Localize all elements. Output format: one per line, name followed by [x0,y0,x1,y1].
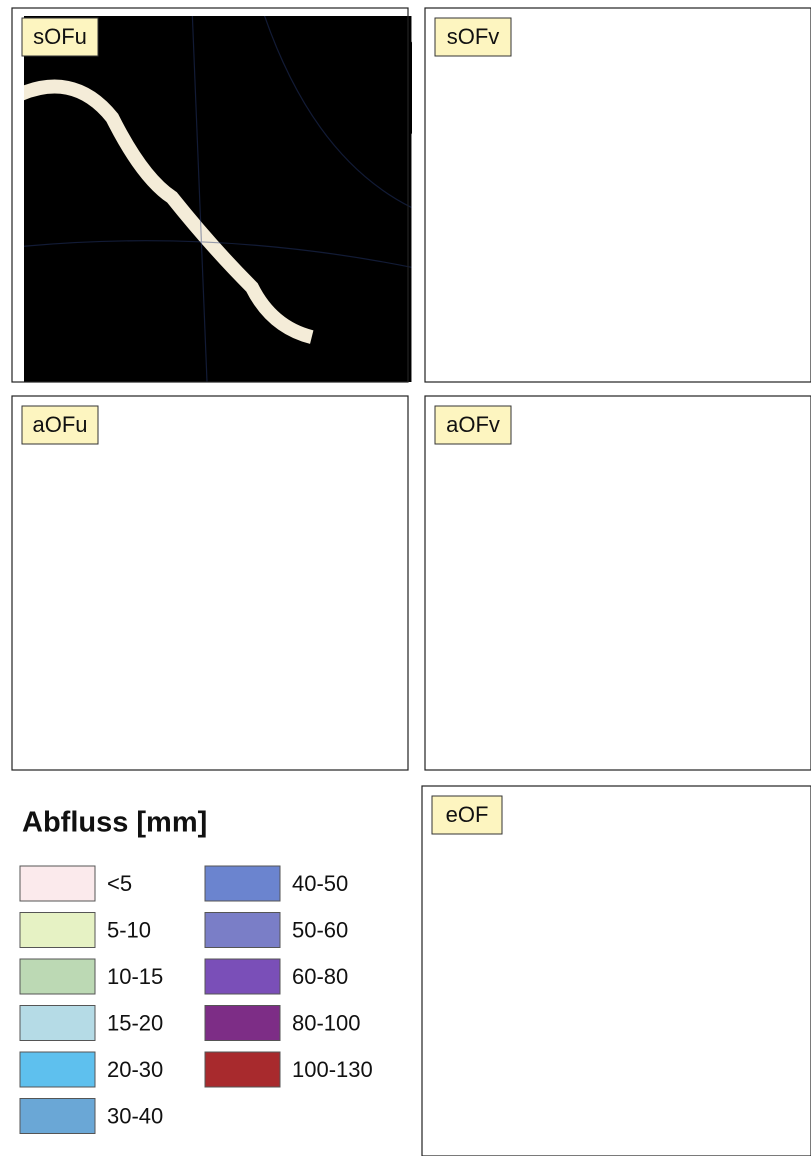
legend-label: 60-80 [292,964,348,989]
map-panel: eOF [422,786,811,1156]
map-panel: aOFv [425,396,811,770]
figure: sOFu sOFv aOFu aOFv eOF Abfluss [mm] <5 5-10 1… [0,0,811,1156]
legend-swatch [20,1052,95,1087]
legend-swatch [20,866,95,901]
legend-label: 50-60 [292,917,348,942]
legend-swatch [205,913,280,948]
legend-swatch [205,959,280,994]
legend-swatch [205,866,280,901]
map-image [13,396,427,770]
legend-label: 80-100 [292,1010,361,1035]
legend-title: Abfluss [mm] [22,807,207,839]
legend-label: 20-30 [107,1057,163,1082]
panel-label: sOFu [33,24,87,49]
legend-swatch [20,1006,95,1041]
panel-label: sOFv [447,24,500,49]
legend-label: 100-130 [292,1057,373,1082]
panel-border [425,8,811,382]
panel-border [422,786,811,1156]
panel-label: eOF [446,802,489,827]
panel-border [425,396,811,770]
legend-label: 10-15 [107,964,163,989]
map-image [426,396,811,770]
legend-label: 40-50 [292,871,348,896]
legend-label: 15-20 [107,1010,163,1035]
panel-border [12,396,408,770]
panel-label: aOFv [446,412,500,437]
legend-swatch [205,1052,280,1087]
map-panel: aOFu [12,396,426,770]
legend-label: 30-40 [107,1103,163,1128]
legend-label: 5-10 [107,917,151,942]
panel-label: aOFu [32,412,87,437]
legend: Abfluss [mm] <5 5-10 10-15 15-20 20-30 30-40 4… [20,807,373,1134]
map-panel: sOFu [12,8,426,382]
legend-swatch [205,1006,280,1041]
legend-swatch [20,913,95,948]
map-panel: sOFv [425,8,811,382]
legend-swatch [20,1099,95,1134]
map-image [426,8,811,382]
map-image [13,8,427,382]
legend-swatch [20,959,95,994]
map-image [425,786,811,1156]
legend-label: <5 [107,871,132,896]
